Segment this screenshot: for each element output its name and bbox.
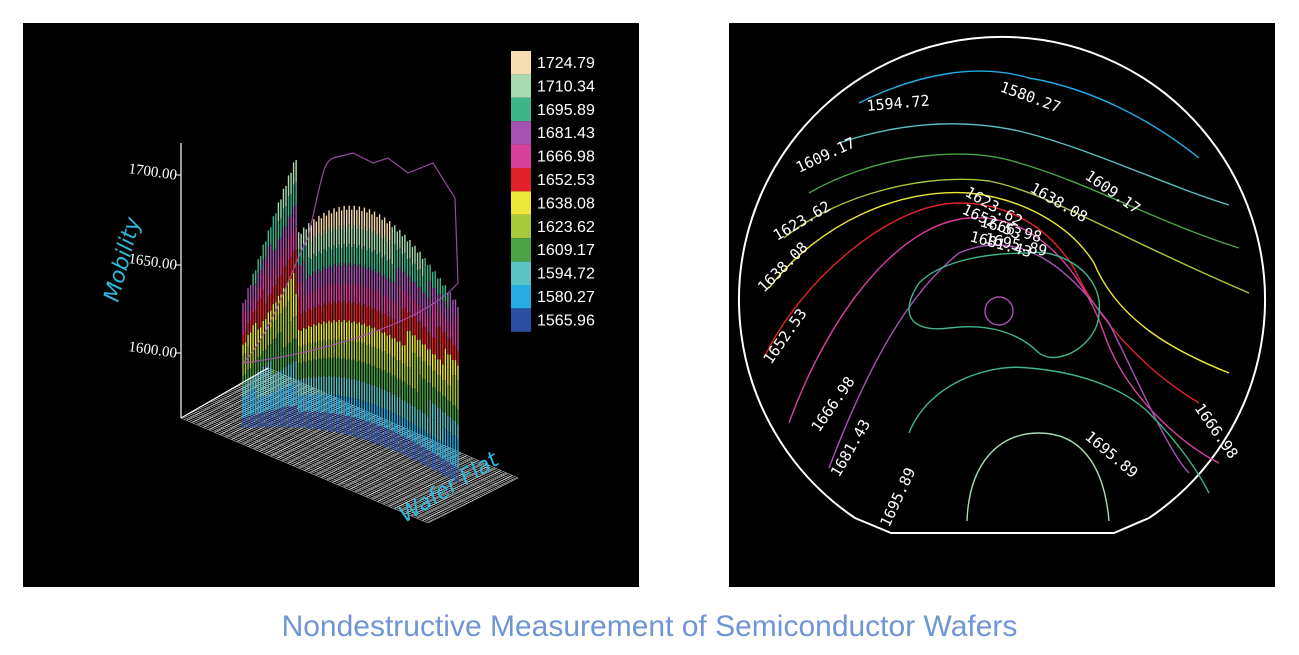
legend-label: 1710.34 <box>537 78 595 95</box>
legend-swatch <box>511 144 531 168</box>
contour-label: 1638.08 <box>1027 179 1091 226</box>
legend-label: 1565.96 <box>537 312 595 329</box>
grid-line <box>246 380 496 490</box>
grid-line <box>399 465 490 512</box>
z-tick-label: 1650.00 <box>127 251 178 274</box>
contour-line <box>838 123 1230 206</box>
wafer-outline <box>738 35 1266 534</box>
grid-line <box>309 425 399 474</box>
grid-line <box>371 452 462 500</box>
contour-line <box>783 178 1250 294</box>
contour-label: 1695.89 <box>876 465 919 530</box>
contour-lines <box>763 70 1250 522</box>
grid-line <box>326 432 416 481</box>
color-legend: 1724.79 1710.34 1695.89 1681.43 1666.98 1652.… <box>511 51 595 332</box>
contour-label: 1681.43 <box>827 416 874 480</box>
legend-swatch <box>511 97 531 122</box>
grid-line <box>332 435 422 483</box>
grid-line <box>256 374 506 485</box>
contour-line <box>858 70 1200 159</box>
contour-plot-panel: 1580.27 1594.72 1609.17 1609.17 1623.62 1623.… <box>729 23 1275 587</box>
contour-line <box>908 251 1100 359</box>
surface-plot: 1700.00 1650.00 1600.00 Mobility Wafer F… <box>100 51 595 528</box>
grid-line <box>427 477 519 524</box>
contour-label: 1652.53 <box>760 305 811 367</box>
contour-label: 1594.72 <box>866 92 931 115</box>
surface-mesh-outline <box>241 152 459 364</box>
z-tick-label: 1700.00 <box>127 161 178 184</box>
contour-line <box>808 153 1240 249</box>
contour-line <box>768 191 1230 374</box>
grid-line <box>267 367 519 479</box>
grid-line <box>354 445 445 493</box>
contour-label: 1638.08 <box>754 238 811 295</box>
grid-line <box>257 373 508 484</box>
contour-label: 1609.17 <box>793 134 858 177</box>
legend-swatch <box>511 51 531 75</box>
legend-label: 1623.62 <box>537 219 595 236</box>
contour-line <box>908 366 1210 494</box>
grid-line <box>411 470 502 517</box>
legend-label: 1652.53 <box>537 172 595 189</box>
legend-label: 1609.17 <box>537 242 595 259</box>
grid-line <box>230 389 480 498</box>
grid-line <box>394 462 485 509</box>
legend-label: 1724.79 <box>537 55 595 72</box>
legend-label: 1695.89 <box>537 102 595 119</box>
legend-swatch <box>511 214 531 239</box>
contour-line <box>788 217 1220 464</box>
contour-label: 1623.62 <box>770 197 834 244</box>
legend-label: 1681.43 <box>537 125 595 142</box>
legend-swatch <box>511 238 531 262</box>
grid-line <box>416 472 507 519</box>
contour-line <box>984 296 1014 326</box>
grid-line <box>304 422 394 471</box>
z-tick-label: 1600.00 <box>127 339 178 362</box>
grid-line <box>265 368 517 480</box>
legend-label: 1580.27 <box>537 289 595 306</box>
legend-swatch <box>511 191 531 215</box>
legend-swatch <box>511 308 531 332</box>
contour-label: 1666.98 <box>808 373 859 435</box>
grid-line <box>422 475 513 521</box>
figure-caption: Nondestructive Measurement of Semiconduc… <box>281 610 1018 643</box>
legend-label: 1666.98 <box>537 149 595 166</box>
grid-line <box>405 467 496 514</box>
grid-line <box>388 460 479 507</box>
contour-line <box>763 202 1200 404</box>
contour-line <box>966 432 1110 522</box>
grid-line <box>228 390 478 499</box>
legend-label: 1638.08 <box>537 195 595 212</box>
grid-line <box>349 442 439 490</box>
legend-swatch <box>511 261 531 285</box>
surface-plot-panel: 1700.00 1650.00 1600.00 Mobility Wafer F… <box>23 23 639 587</box>
legend-label: 1594.72 <box>537 266 595 283</box>
legend-swatch <box>511 74 531 98</box>
mobility-surface <box>241 152 459 483</box>
legend-swatch <box>511 285 531 309</box>
grid-line <box>377 455 468 502</box>
legend-swatch <box>511 121 531 145</box>
contour-label: 1695.89 <box>1081 427 1141 481</box>
legend-swatch <box>511 168 531 192</box>
